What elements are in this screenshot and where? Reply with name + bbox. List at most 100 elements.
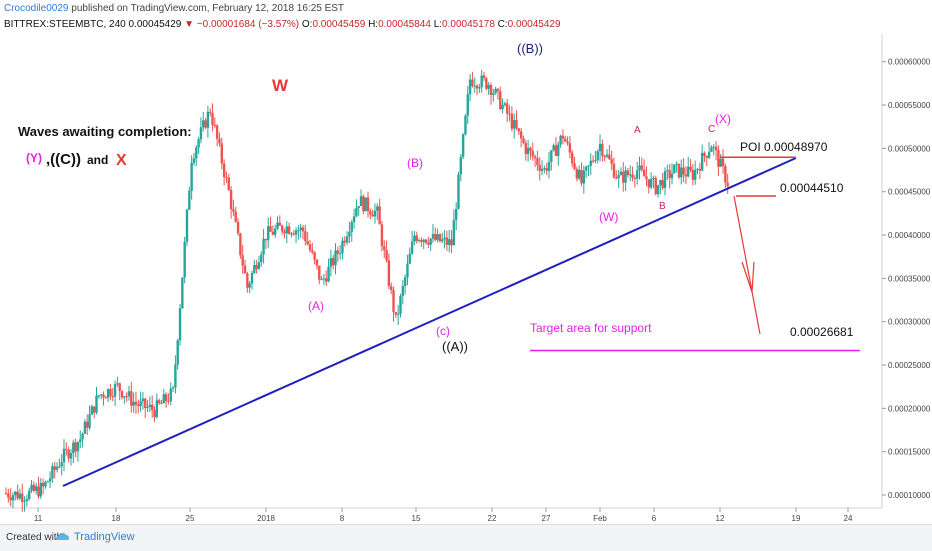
candle-body [273, 228, 277, 235]
candle-body [355, 207, 358, 217]
candle-body [67, 449, 70, 459]
candle-body [320, 279, 323, 281]
candle-body [387, 260, 391, 287]
candle-body [269, 226, 272, 232]
price-chart[interactable]: 0.00060000 0.00055000 0.00050000 0.00045000… [0, 0, 932, 524]
low-value: 0.00045178 [442, 19, 495, 30]
close-value: 0.00045429 [507, 19, 561, 30]
candle-body [169, 388, 172, 402]
candle-body [589, 160, 592, 166]
candle-body [622, 171, 625, 183]
candle-body [83, 421, 87, 434]
candle-body [209, 111, 212, 113]
candle-body [127, 391, 131, 397]
candle-body [691, 170, 695, 180]
candle-body [327, 266, 330, 282]
candle-body [492, 93, 495, 95]
price-tick-label: 0.00050000 [888, 144, 931, 153]
candle-body [183, 241, 186, 278]
candle-body [311, 250, 314, 253]
candle-body [403, 277, 407, 287]
publish-info: Crocodile0029 published on TradingView.c… [4, 3, 344, 14]
candle-body [677, 163, 681, 178]
candle-body [515, 120, 518, 129]
candle-body [700, 152, 704, 171]
candle-body [612, 163, 616, 178]
candle-body [185, 209, 189, 242]
tradingview-brand[interactable]: TradingView [74, 531, 135, 543]
time-tick-label: 19 [792, 514, 801, 523]
candle-body [631, 174, 634, 178]
x-wave-label: X [116, 152, 127, 169]
candle-body [554, 145, 558, 156]
candle-body [23, 500, 26, 502]
candle-body [501, 104, 504, 110]
open-label: O: [301, 19, 313, 30]
candle-body [146, 406, 149, 408]
candle-body [104, 397, 107, 399]
candle-body [522, 138, 525, 143]
candle-body [503, 103, 507, 105]
candle-body [496, 88, 500, 92]
candle-body [512, 120, 516, 129]
candle-body [450, 239, 453, 246]
candle-body [39, 482, 43, 497]
candle-body [113, 384, 117, 397]
candle-body [714, 146, 718, 151]
candle-body [248, 283, 251, 288]
candle-body [16, 491, 19, 499]
candle-body [81, 433, 84, 440]
candle-body [37, 486, 40, 497]
time-tick-label: 6 [652, 514, 657, 523]
candle-body [287, 226, 291, 234]
candle-body [338, 253, 342, 255]
candle-body [206, 111, 210, 128]
candle-body [304, 231, 307, 242]
candle-body [552, 145, 555, 151]
candle-body [429, 238, 432, 245]
candle-body [25, 498, 29, 501]
candle-body [466, 94, 469, 116]
candle-body [575, 168, 579, 179]
candle-body [633, 177, 637, 179]
candle-body [350, 222, 353, 232]
candle-body [696, 168, 699, 170]
candle-body [322, 278, 326, 280]
candle-body [538, 165, 541, 171]
candle-body [213, 124, 217, 126]
candle-body [582, 170, 586, 184]
candle-body [668, 170, 671, 179]
candle-body [257, 262, 261, 269]
wave-a-label: (A) [308, 299, 324, 313]
candle-body [656, 185, 660, 195]
candle-body [236, 221, 240, 234]
candle-body [601, 143, 604, 157]
candle-body [635, 170, 639, 179]
price-axis: 0.00060000 0.00055000 0.00050000 0.00045000… [882, 58, 931, 500]
candle-body [659, 179, 662, 186]
candle-body [271, 231, 275, 235]
footer-bar: Created with TradingView [0, 524, 932, 551]
author-link[interactable]: Crocodile0029 [4, 3, 69, 14]
candle-body [499, 91, 502, 110]
wave-w-label: W [272, 76, 289, 95]
candle-body [392, 289, 395, 313]
tradingview-cloud-icon [56, 533, 69, 540]
candle-body [431, 234, 435, 239]
candle-body [197, 139, 200, 148]
high-value: 0.00045844 [378, 19, 431, 30]
candle-body [176, 340, 179, 365]
time-tick-label: 27 [542, 514, 551, 523]
candle-body [417, 240, 421, 242]
candle-body [487, 84, 490, 89]
candle-body [345, 236, 349, 243]
candle-body [86, 421, 89, 428]
candle-body [366, 197, 370, 212]
candle-body [132, 401, 135, 406]
candle-body [422, 239, 425, 242]
candle-body [51, 466, 54, 479]
time-tick-label: 12 [716, 514, 725, 523]
candle-body [675, 163, 678, 165]
candle-body [62, 448, 66, 463]
time-tick-label: Feb [593, 514, 607, 523]
